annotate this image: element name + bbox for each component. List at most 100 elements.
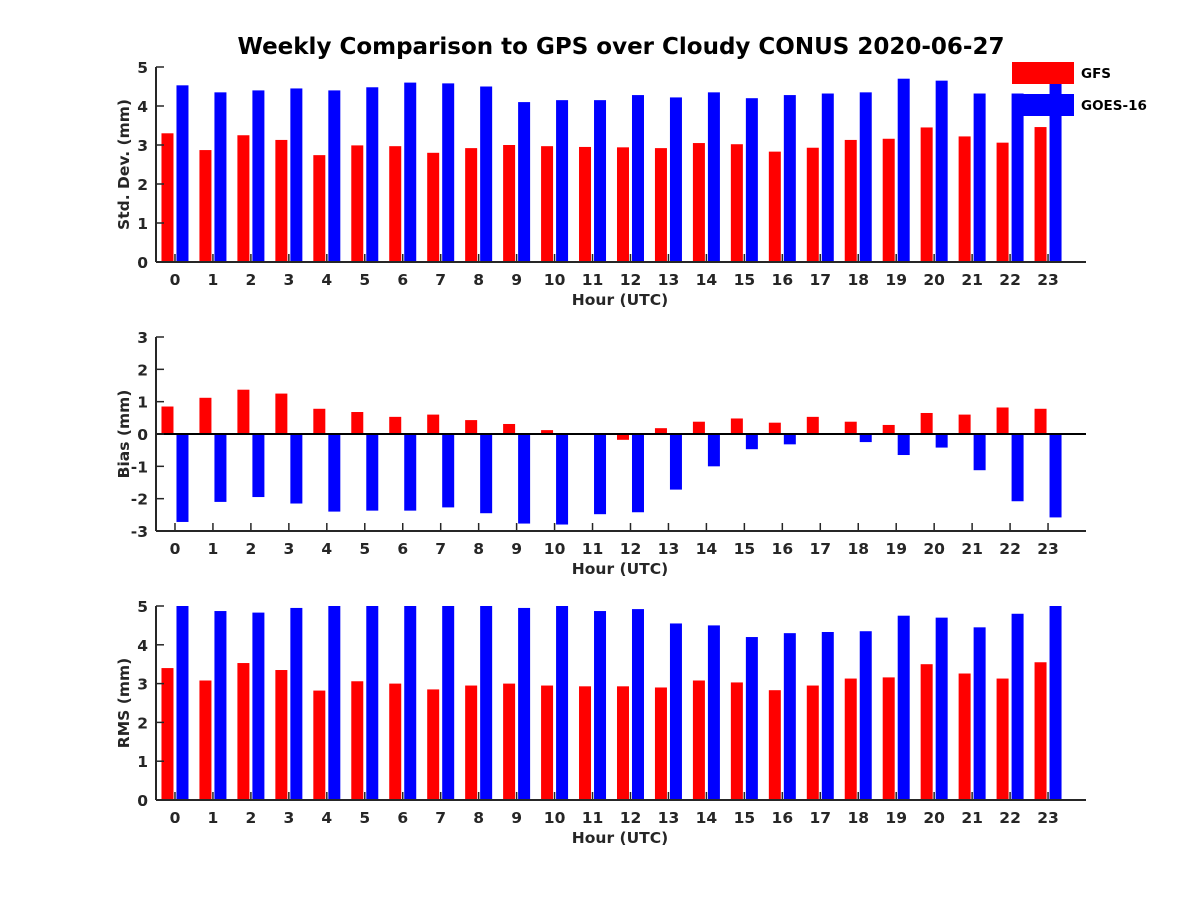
bar-gfs-21 <box>958 136 971 262</box>
bar-goes-16-21 <box>973 627 986 800</box>
bar-gfs-5 <box>351 412 364 434</box>
bar-goes-16-5 <box>366 87 379 262</box>
legend-swatch-goes-16 <box>1012 94 1074 116</box>
bar-gfs-12 <box>616 147 629 262</box>
bar-gfs-13 <box>654 687 667 800</box>
bar-gfs-20 <box>920 127 933 262</box>
bar-goes-16-2 <box>252 434 265 498</box>
bar-gfs-4 <box>313 155 326 262</box>
bar-gfs-18 <box>844 678 857 800</box>
bar-goes-16-7 <box>442 434 455 508</box>
y-tick-label: 2 <box>137 361 148 379</box>
bar-goes-16-8 <box>480 434 493 514</box>
bar-goes-16-9 <box>518 607 531 800</box>
bar-goes-16-19 <box>897 615 910 800</box>
bar-goes-16-12 <box>631 434 644 513</box>
bar-gfs-2 <box>237 389 250 434</box>
bar-goes-16-9 <box>518 434 531 524</box>
bar-gfs-23 <box>1034 408 1047 434</box>
bar-gfs-3 <box>275 670 288 800</box>
bar-goes-16-21 <box>973 93 986 263</box>
bar-gfs-20 <box>920 664 933 800</box>
bar-gfs-18 <box>844 421 857 434</box>
y-axis-label: Std. Dev. (mm) <box>115 99 133 230</box>
bar-gfs-13 <box>654 428 667 434</box>
x-tick-label: 7 <box>435 540 446 558</box>
bar-goes-16-0 <box>176 434 189 522</box>
bar-goes-16-18 <box>859 631 872 800</box>
bar-gfs-19 <box>882 138 895 262</box>
x-tick-label: 23 <box>1037 271 1059 289</box>
x-tick-label: 21 <box>961 271 983 289</box>
bar-gfs-19 <box>882 424 895 434</box>
bar-goes-16-3 <box>290 88 303 262</box>
bar-gfs-20 <box>920 412 933 434</box>
x-tick-label: 3 <box>283 540 294 558</box>
bar-gfs-0 <box>161 668 174 800</box>
x-axis-label: Hour (UTC) <box>572 560 668 578</box>
bar-goes-16-17 <box>821 632 834 800</box>
bar-goes-16-1 <box>214 434 227 502</box>
bar-gfs-4 <box>313 408 326 434</box>
bar-gfs-0 <box>161 406 174 434</box>
x-tick-label: 20 <box>923 809 945 827</box>
bar-goes-16-21 <box>973 434 986 471</box>
bar-gfs-15 <box>730 682 743 800</box>
bar-gfs-2 <box>237 663 250 800</box>
bar-gfs-17 <box>806 147 819 262</box>
bar-goes-16-20 <box>935 434 948 448</box>
x-tick-label: 6 <box>397 271 408 289</box>
bar-gfs-11 <box>579 146 592 262</box>
bar-goes-16-20 <box>935 617 948 800</box>
bar-gfs-16 <box>768 422 781 434</box>
bar-gfs-8 <box>465 685 478 800</box>
bar-gfs-1 <box>199 150 212 262</box>
bar-gfs-3 <box>275 393 288 434</box>
x-tick-label: 2 <box>245 540 256 558</box>
bar-goes-16-22 <box>1011 613 1024 800</box>
x-tick-label: 21 <box>961 540 983 558</box>
x-tick-label: 10 <box>544 809 566 827</box>
bar-goes-16-6 <box>404 82 417 262</box>
x-tick-label: 4 <box>321 271 332 289</box>
x-tick-label: 9 <box>511 809 522 827</box>
bar-gfs-1 <box>199 680 212 800</box>
bar-gfs-10 <box>541 685 554 800</box>
bar-gfs-7 <box>427 689 440 800</box>
bar-gfs-10 <box>541 430 554 434</box>
x-tick-label: 10 <box>544 540 566 558</box>
bar-goes-16-23 <box>1049 434 1062 518</box>
x-tick-label: 17 <box>809 540 831 558</box>
bar-gfs-4 <box>313 690 326 800</box>
x-tick-label: 20 <box>923 271 945 289</box>
bar-goes-16-0 <box>176 606 189 800</box>
y-tick-label: -1 <box>131 458 148 476</box>
x-tick-label: 1 <box>208 271 219 289</box>
x-tick-label: 18 <box>847 271 869 289</box>
x-tick-label: 3 <box>283 271 294 289</box>
x-tick-label: 18 <box>847 540 869 558</box>
bar-goes-16-14 <box>707 92 720 262</box>
bar-gfs-17 <box>806 685 819 800</box>
x-tick-label: 2 <box>245 809 256 827</box>
x-tick-label: 0 <box>170 271 181 289</box>
bar-goes-16-4 <box>328 606 341 800</box>
x-tick-label: 19 <box>885 809 907 827</box>
bar-goes-16-16 <box>783 434 796 445</box>
bar-gfs-6 <box>389 146 402 262</box>
bar-gfs-3 <box>275 139 288 262</box>
bar-gfs-5 <box>351 681 364 800</box>
bar-goes-16-9 <box>518 102 531 262</box>
bar-goes-16-22 <box>1011 434 1024 502</box>
x-tick-label: 18 <box>847 809 869 827</box>
x-tick-label: 9 <box>511 271 522 289</box>
bar-goes-16-12 <box>631 95 644 262</box>
y-tick-label: 2 <box>137 176 148 194</box>
bar-gfs-7 <box>427 152 440 262</box>
x-tick-label: 12 <box>620 809 642 827</box>
x-tick-label: 6 <box>397 540 408 558</box>
bar-goes-16-17 <box>821 93 834 263</box>
x-tick-label: 12 <box>620 540 642 558</box>
x-tick-label: 11 <box>582 271 604 289</box>
